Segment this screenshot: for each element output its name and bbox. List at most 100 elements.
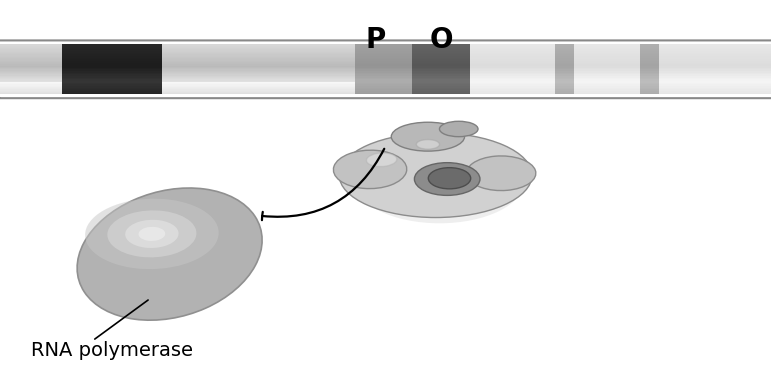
Bar [555, 49, 574, 51]
Bar [62, 45, 162, 48]
Bar [412, 87, 470, 89]
Bar [640, 52, 659, 54]
Bar [640, 70, 659, 73]
Ellipse shape [139, 227, 165, 241]
Bar [355, 90, 412, 93]
Bar [555, 74, 574, 76]
Bar [0, 84, 771, 85]
Bar [470, 82, 771, 84]
Bar [412, 44, 470, 46]
Bar [0, 45, 771, 47]
Bar [470, 84, 771, 86]
Bar [0, 88, 771, 89]
Bar [555, 79, 574, 81]
Bar [0, 47, 771, 48]
Bar [640, 67, 659, 69]
Bar [62, 62, 162, 64]
Bar [355, 89, 412, 91]
Bar [0, 60, 771, 62]
Bar [470, 85, 771, 88]
Bar [0, 54, 771, 55]
Bar [0, 92, 771, 93]
Bar [355, 84, 412, 86]
Bar [355, 67, 412, 69]
Bar [0, 90, 771, 92]
Bar [640, 54, 659, 56]
Bar [355, 77, 412, 79]
Ellipse shape [125, 220, 179, 248]
Bar [0, 74, 771, 75]
Ellipse shape [355, 139, 524, 223]
Ellipse shape [391, 122, 464, 151]
Bar [470, 50, 771, 53]
Bar [555, 85, 574, 88]
Bar [470, 77, 771, 79]
Bar [62, 47, 162, 49]
Ellipse shape [466, 156, 536, 191]
Bar [470, 45, 771, 48]
Bar [640, 80, 659, 83]
Bar [355, 87, 412, 89]
Text: O: O [429, 27, 453, 54]
Bar [0, 44, 771, 45]
Bar [640, 45, 659, 48]
Bar [355, 65, 412, 68]
Bar [470, 64, 771, 66]
Bar [0, 78, 771, 79]
Bar [0, 48, 771, 49]
Bar [555, 70, 574, 73]
Bar [555, 60, 574, 63]
Bar [0, 57, 771, 58]
Bar [555, 47, 574, 49]
Bar [0, 87, 771, 88]
Bar [470, 47, 771, 49]
Bar [0, 50, 771, 52]
Bar [640, 85, 659, 88]
Bar [355, 85, 412, 88]
Bar [555, 64, 574, 66]
Bar [412, 49, 470, 51]
Bar [355, 47, 412, 49]
Bar [0, 63, 771, 64]
Bar [640, 49, 659, 51]
Bar [412, 75, 470, 78]
Bar [640, 77, 659, 79]
Bar [0, 82, 771, 83]
Bar [555, 62, 574, 64]
Bar [0, 75, 771, 77]
Bar [555, 52, 574, 54]
Bar [555, 80, 574, 83]
Bar [62, 80, 162, 83]
Bar [555, 55, 574, 58]
Ellipse shape [416, 140, 439, 149]
Bar [0, 69, 771, 70]
Bar [62, 69, 162, 71]
Bar [470, 54, 771, 56]
Bar [412, 47, 470, 49]
Bar [355, 82, 412, 84]
Bar [555, 57, 574, 59]
Bar [555, 45, 574, 48]
Bar [412, 77, 470, 79]
Bar [355, 62, 412, 64]
Bar [640, 72, 659, 74]
Bar [640, 65, 659, 68]
Bar [355, 92, 412, 94]
Bar [640, 44, 659, 46]
Bar [555, 75, 574, 78]
Bar [0, 85, 771, 87]
Bar [0, 93, 771, 94]
Bar [62, 57, 162, 59]
Bar [412, 72, 470, 74]
Bar [470, 87, 771, 89]
Bar [62, 49, 162, 51]
Bar [640, 50, 659, 53]
Bar [470, 72, 771, 74]
Bar [470, 62, 771, 64]
Bar [0, 73, 771, 74]
Bar [412, 64, 470, 66]
Bar [0, 67, 771, 68]
Bar [62, 54, 162, 56]
Bar [555, 92, 574, 94]
Bar [62, 55, 162, 58]
